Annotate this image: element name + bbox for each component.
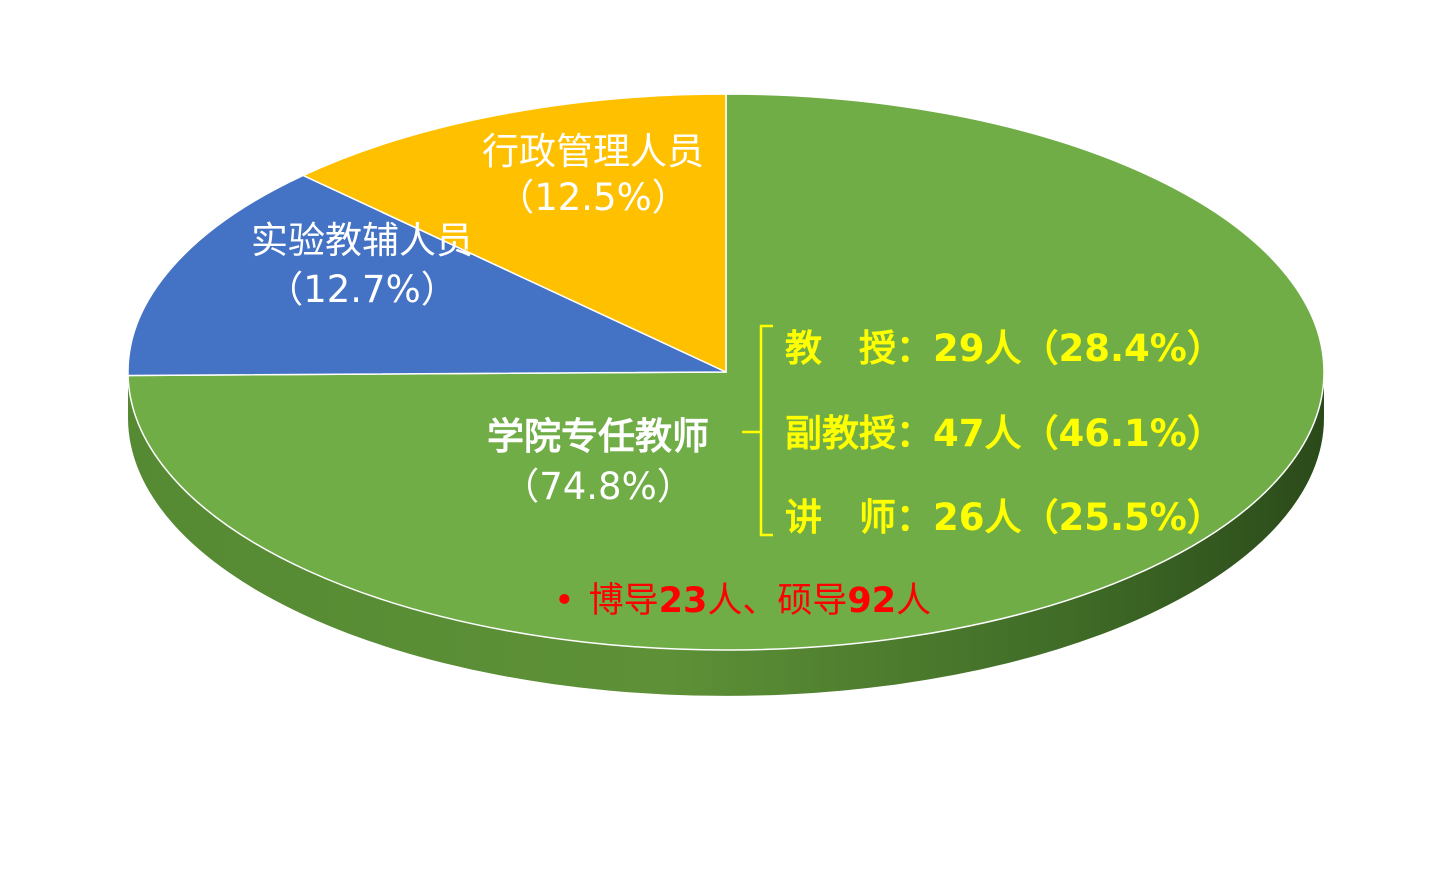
slice-label-faculty-name: 学院专任教师 <box>487 415 709 458</box>
slice-label-faculty-pct: （74.8%） <box>502 465 694 508</box>
breakdown-associate-count: 47人 <box>933 412 1022 455</box>
pie-slice-admin <box>301 93 727 374</box>
breakdown-lecturer-title: 讲 师： <box>785 496 933 539</box>
slice-label-lab-name: 实验教辅人员 <box>251 219 473 262</box>
note-part-2: 23 <box>659 581 708 621</box>
breakdown-professor-title: 教 授： <box>785 327 933 370</box>
breakdown-associate-pct: （46.1%） <box>1022 412 1224 455</box>
pie-slice-lab <box>127 174 727 377</box>
breakdown-lecturer: 讲 师：26人（25.5%） <box>785 496 1224 539</box>
slice-label-admin-pct: （12.5%） <box>497 176 689 219</box>
breakdown-professor: 教 授：29人（28.4%） <box>785 327 1224 370</box>
supervisor-note: • 博导23人、硕导92人 <box>554 581 931 621</box>
breakdown-professor-count: 29人 <box>933 327 1022 370</box>
breakdown-associate: 副教授：47人（46.1%） <box>785 412 1224 455</box>
note-part-3: 人、硕导 <box>707 581 847 621</box>
note-bullet: • <box>554 581 575 621</box>
note-part-5: 人 <box>896 581 931 621</box>
slice-label-lab-pct: （12.7%） <box>266 268 458 311</box>
pie-side-wall <box>128 372 1324 696</box>
breakdown-bracket <box>742 324 773 537</box>
breakdown-lecturer-pct: （25.5%） <box>1022 496 1224 539</box>
slice-label-admin-name: 行政管理人员 <box>482 130 704 173</box>
breakdown-professor-pct: （28.4%） <box>1022 327 1224 370</box>
breakdown-associate-title: 副教授： <box>785 412 933 455</box>
note-part-1: 博导 <box>589 581 659 621</box>
breakdown-lecturer-count: 26人 <box>933 496 1022 539</box>
note-part-4: 92 <box>847 581 896 621</box>
